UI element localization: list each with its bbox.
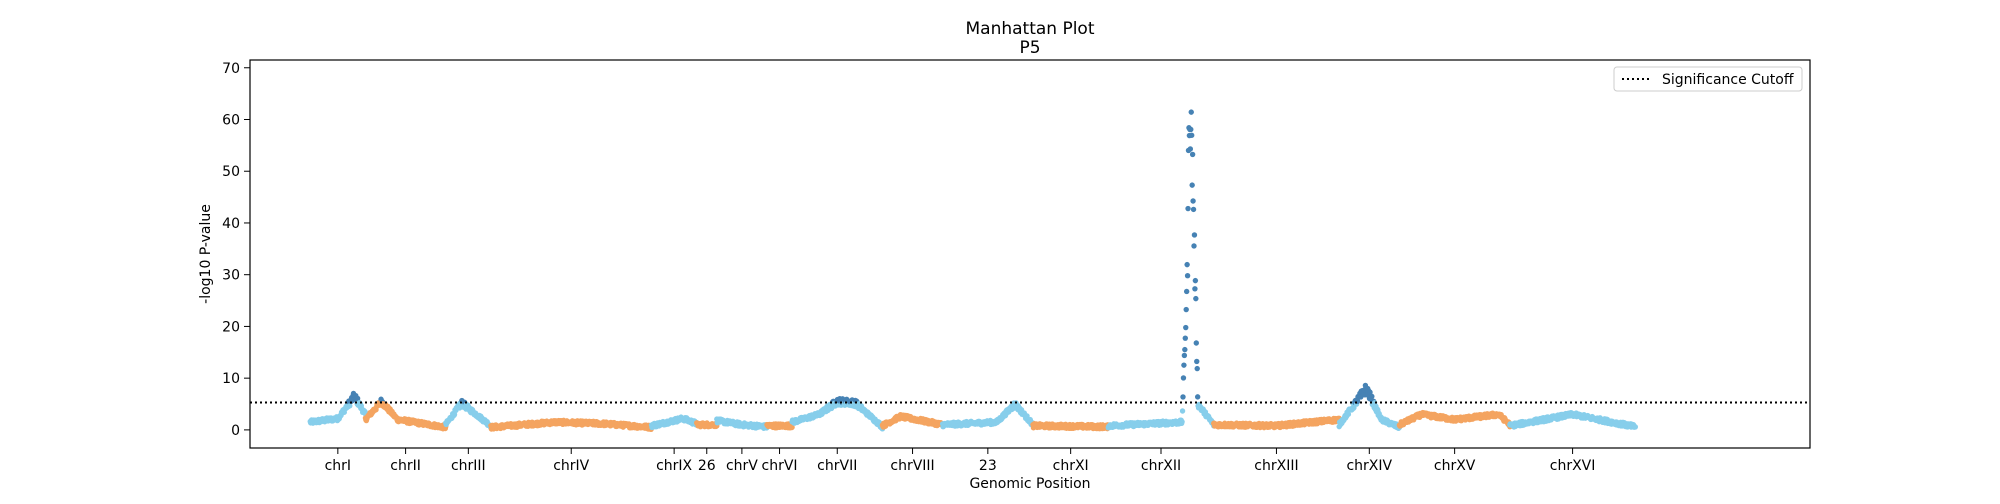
data-point (1191, 232, 1198, 238)
x-tick-label: chrIX (656, 458, 692, 474)
x-tick-label: chrXIV (1346, 458, 1392, 474)
data-point (1182, 346, 1188, 353)
legend: Significance Cutoff (1613, 66, 1803, 92)
x-tick-label: 26 (698, 458, 716, 474)
data-point (354, 395, 361, 402)
data-point (1187, 146, 1194, 152)
y-tick-label: 70 (222, 61, 240, 77)
x-tick-label: chrXVI (1550, 458, 1596, 474)
x-tick-label: chrI (325, 458, 351, 474)
data-point (1190, 198, 1196, 204)
y-tick-label: 20 (222, 319, 240, 335)
data-point (1632, 424, 1639, 430)
y-tick-label: 30 (222, 268, 240, 284)
data-point (1194, 394, 1201, 400)
x-tick-label: chrXI (1053, 458, 1089, 474)
data-point (1190, 206, 1197, 213)
data-point (1193, 340, 1199, 346)
data-point (1180, 375, 1187, 381)
data-point (1181, 352, 1188, 359)
y-tick-label: 0 (231, 423, 240, 439)
data-point (1179, 419, 1185, 425)
data-point (1188, 126, 1194, 133)
data-point (1351, 405, 1357, 411)
x-axis-label: Genomic Position (969, 476, 1090, 492)
data-point (1345, 411, 1352, 417)
data-point (1369, 393, 1375, 400)
data-point (1194, 358, 1200, 365)
x-tick-label: chrVI (762, 458, 798, 474)
data-point (1189, 132, 1195, 138)
y-tick-label: 50 (222, 164, 240, 180)
data-point (1184, 273, 1191, 279)
data-point (1189, 182, 1195, 188)
data-point (1191, 243, 1197, 249)
data-point (1189, 151, 1196, 158)
x-tick-label: chrV (726, 458, 758, 474)
data-point (1192, 286, 1198, 292)
y-tick-label: 10 (222, 371, 240, 387)
data-point (1192, 277, 1199, 284)
legend-label: Significance Cutoff (1662, 72, 1794, 88)
data-point (1188, 109, 1194, 115)
chart-title: Manhattan Plot (965, 19, 1094, 39)
x-tick-label: chrXIII (1254, 458, 1298, 474)
x-tick-label: chrVII (817, 458, 857, 474)
x-tick-label: chrVIII (890, 458, 934, 474)
y-tick-label: 60 (222, 112, 240, 128)
y-axis-ticks: 0 10 20 30 40 50 60 70 (222, 61, 250, 439)
data-point (1184, 261, 1190, 268)
legend-box (1613, 66, 1803, 92)
data-point (1024, 413, 1030, 419)
data-point (1182, 335, 1188, 341)
x-tick-label: 23 (979, 458, 997, 474)
data-point (1367, 389, 1373, 395)
data-point (1183, 324, 1189, 331)
chart-subtitle: P5 (1019, 38, 1040, 58)
data-point (1180, 394, 1186, 400)
data-point (1194, 365, 1200, 372)
x-tick-label: chrXV (1434, 458, 1476, 474)
data-point (347, 403, 353, 409)
data-point (1183, 288, 1190, 295)
data-point (1183, 306, 1189, 313)
data-point (1181, 362, 1187, 368)
data-point (1185, 205, 1191, 212)
x-tick-label: chrII (390, 458, 421, 474)
y-tick-label: 40 (222, 216, 240, 232)
plot-frame (249, 59, 1811, 449)
data-point (1179, 408, 1186, 414)
y-axis-label: -log10 P-value (198, 204, 214, 304)
x-axis-ticks: chrI chrII chrIII chrIV chrIX 26 chrV chrVI chrV… (325, 448, 1596, 474)
data-point (1193, 295, 1199, 302)
x-tick-label: chrXII (1141, 458, 1181, 474)
x-tick-label: chrIV (553, 458, 589, 474)
data-point (789, 424, 795, 430)
x-tick-label: chrIII (451, 458, 486, 474)
